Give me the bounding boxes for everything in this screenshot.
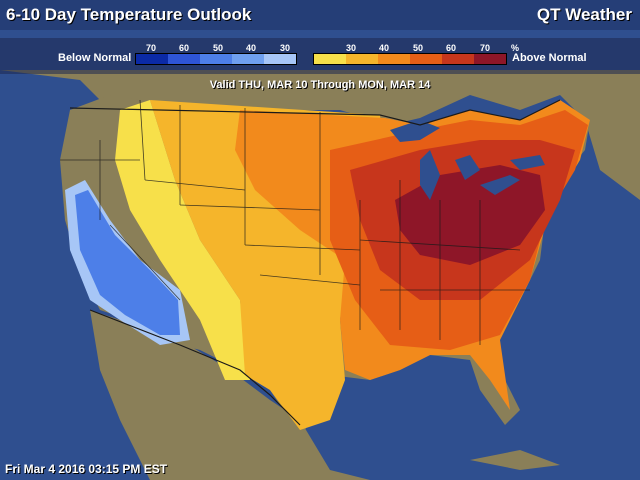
us-mexico-border (89, 309, 301, 426)
legend-swatch (136, 54, 168, 64)
legend-swatch (474, 54, 506, 64)
legend-swatch (442, 54, 474, 64)
legend-above-label: Above Normal (512, 52, 587, 64)
legend-below-label: Below Normal (58, 52, 132, 64)
legend-below-tick: 50 (212, 43, 223, 53)
legend-below-tick: 40 (245, 43, 256, 53)
mexico-land (90, 310, 370, 480)
state-borders (60, 99, 530, 345)
legend-unit: % (510, 43, 519, 53)
legend-above-tick: 30 (345, 43, 356, 53)
timestamp: Fri Mar 4 2016 03:15 PM EST (5, 462, 168, 476)
us-canada-border (69, 99, 561, 126)
page-title: 6-10 Day Temperature Outlook (6, 5, 252, 24)
legend-below-swatches (135, 53, 297, 65)
legend-above-tick: 50 (412, 43, 423, 53)
legend-swatch (410, 54, 442, 64)
band-below-40 (75, 190, 180, 335)
legend-swatch (378, 54, 410, 64)
legend-below-tick: 30 (279, 43, 290, 53)
brand-label: QT Weather (536, 5, 632, 24)
legend-swatch (264, 54, 296, 64)
valid-period-text: Valid THU, MAR 10 Through MON, MAR 14 (209, 79, 431, 91)
cuba-land (470, 450, 560, 470)
legend-swatch (346, 54, 378, 64)
legend-swatch (168, 54, 200, 64)
legend-swatch (314, 54, 346, 64)
header-bar (0, 0, 640, 30)
legend-above-tick: 60 (445, 43, 456, 53)
legend-swatch (200, 54, 232, 64)
legend-below-tick: 70 (145, 43, 156, 53)
great-lakes (390, 120, 545, 200)
band-above-30 (115, 100, 250, 380)
legend-swatch (232, 54, 264, 64)
legend-above-tick: 40 (378, 43, 389, 53)
legend-above-swatches (313, 53, 507, 65)
legend-above-tick: 70 (479, 43, 490, 53)
legend-below-tick: 60 (178, 43, 189, 53)
